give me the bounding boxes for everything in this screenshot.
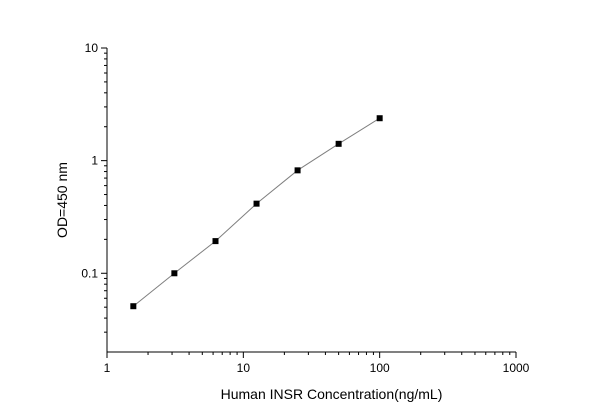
data-point (212, 238, 219, 245)
data-point (376, 115, 383, 122)
y-tick-label: 1 (91, 154, 98, 168)
data-point (171, 270, 178, 277)
y-axis-title: OD=450 nm (54, 162, 70, 238)
x-tick-label: 1 (104, 361, 111, 375)
y-tick-label: 10 (85, 41, 99, 55)
plot-frame (106, 48, 516, 353)
series-layer (130, 115, 383, 310)
y-ticks: 0.1 1 10 (81, 41, 107, 333)
data-point (294, 167, 301, 174)
x-tick-label: 10 (237, 361, 251, 375)
x-tick-label: 100 (370, 361, 390, 375)
data-point (253, 200, 260, 207)
y-tick-label: 0.1 (81, 266, 98, 280)
x-ticks: 1 10 100 1000 (104, 352, 530, 375)
data-point (130, 303, 137, 310)
data-point (335, 140, 342, 147)
x-tick-label: 1000 (503, 361, 530, 375)
x-axis-title: Human INSR Concentration(ng/mL) (221, 386, 443, 402)
series-line (133, 117, 380, 307)
